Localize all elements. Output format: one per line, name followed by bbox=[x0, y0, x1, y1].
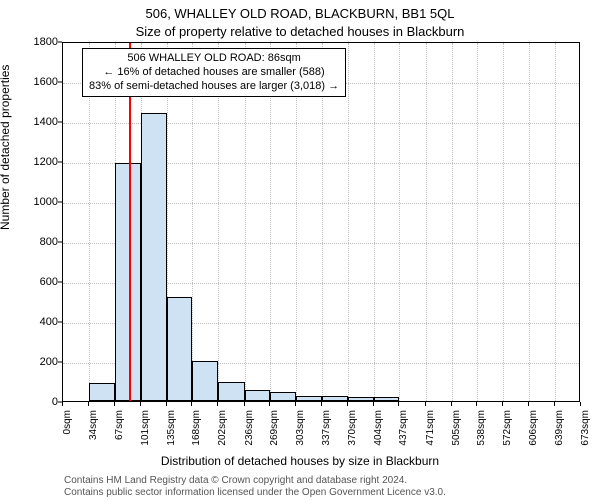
y-tick-mark bbox=[58, 282, 62, 283]
y-axis-label: Number of detached properties bbox=[0, 65, 12, 230]
gridline-v bbox=[399, 43, 400, 401]
y-tick-mark bbox=[58, 322, 62, 323]
gridline-v bbox=[555, 43, 556, 401]
gridline-v bbox=[374, 43, 375, 401]
x-tick-mark bbox=[191, 402, 192, 406]
x-tick-mark bbox=[166, 402, 167, 406]
x-tick-mark bbox=[425, 402, 426, 406]
histogram-bar bbox=[218, 382, 244, 401]
annotation-line2: ← 16% of detached houses are smaller (58… bbox=[89, 66, 339, 80]
x-tick-mark bbox=[502, 402, 503, 406]
histogram-bar bbox=[192, 361, 218, 401]
x-tick-mark bbox=[88, 402, 89, 406]
x-tick-mark bbox=[554, 402, 555, 406]
gridline-v bbox=[529, 43, 530, 401]
y-tick-label: 1600 bbox=[18, 76, 58, 88]
x-tick-mark bbox=[217, 402, 218, 406]
y-tick-mark bbox=[58, 42, 62, 43]
annotation-box: 506 WHALLEY OLD ROAD: 86sqm ← 16% of det… bbox=[82, 48, 346, 97]
attribution-line2: Contains public sector information licen… bbox=[64, 487, 446, 498]
x-tick-mark bbox=[347, 402, 348, 406]
chart-title-sub: Size of property relative to detached ho… bbox=[0, 24, 600, 39]
y-tick-label: 1000 bbox=[18, 196, 58, 208]
histogram-bar bbox=[245, 390, 270, 401]
x-tick-mark bbox=[321, 402, 322, 406]
gridline-v bbox=[452, 43, 453, 401]
y-tick-mark bbox=[58, 162, 62, 163]
gridline-v bbox=[503, 43, 504, 401]
y-tick-label: 1400 bbox=[18, 116, 58, 128]
annotation-line1: 506 WHALLEY OLD ROAD: 86sqm bbox=[89, 52, 339, 66]
x-tick-mark bbox=[580, 402, 581, 406]
chart-root: 506, WHALLEY OLD ROAD, BLACKBURN, BB1 5Q… bbox=[0, 0, 600, 500]
histogram-bar bbox=[296, 396, 322, 401]
chart-title-main: 506, WHALLEY OLD ROAD, BLACKBURN, BB1 5Q… bbox=[0, 6, 600, 21]
x-tick-mark bbox=[295, 402, 296, 406]
histogram-bar bbox=[115, 163, 141, 401]
y-tick-mark bbox=[58, 242, 62, 243]
attribution-line1: Contains HM Land Registry data © Crown c… bbox=[64, 475, 407, 486]
histogram-bar bbox=[270, 392, 296, 401]
annotation-line3: 83% of semi-detached houses are larger (… bbox=[89, 80, 339, 94]
x-tick-mark bbox=[451, 402, 452, 406]
gridline-v bbox=[426, 43, 427, 401]
y-tick-label: 800 bbox=[18, 236, 58, 248]
y-tick-label: 400 bbox=[18, 316, 58, 328]
x-tick-mark bbox=[244, 402, 245, 406]
y-tick-label: 200 bbox=[18, 356, 58, 368]
y-tick-mark bbox=[58, 202, 62, 203]
histogram-bar bbox=[374, 397, 399, 401]
x-tick-mark bbox=[373, 402, 374, 406]
x-tick-mark bbox=[114, 402, 115, 406]
histogram-bar bbox=[89, 383, 114, 401]
gridline-v bbox=[348, 43, 349, 401]
y-tick-mark bbox=[58, 362, 62, 363]
histogram-bar bbox=[322, 396, 347, 401]
y-tick-mark bbox=[58, 122, 62, 123]
y-tick-label: 0 bbox=[18, 396, 58, 408]
x-tick-mark bbox=[476, 402, 477, 406]
x-tick-mark bbox=[398, 402, 399, 406]
y-tick-label: 600 bbox=[18, 276, 58, 288]
x-tick-mark bbox=[62, 402, 63, 406]
histogram-bar bbox=[141, 113, 167, 401]
gridline-v bbox=[477, 43, 478, 401]
histogram-bar bbox=[348, 397, 374, 401]
y-tick-mark bbox=[58, 82, 62, 83]
x-axis-label: Distribution of detached houses by size … bbox=[0, 454, 600, 468]
x-tick-mark bbox=[528, 402, 529, 406]
x-tick-mark bbox=[269, 402, 270, 406]
y-tick-label: 1200 bbox=[18, 156, 58, 168]
x-tick-mark bbox=[140, 402, 141, 406]
histogram-bar bbox=[167, 297, 192, 401]
y-tick-label: 1800 bbox=[18, 36, 58, 48]
